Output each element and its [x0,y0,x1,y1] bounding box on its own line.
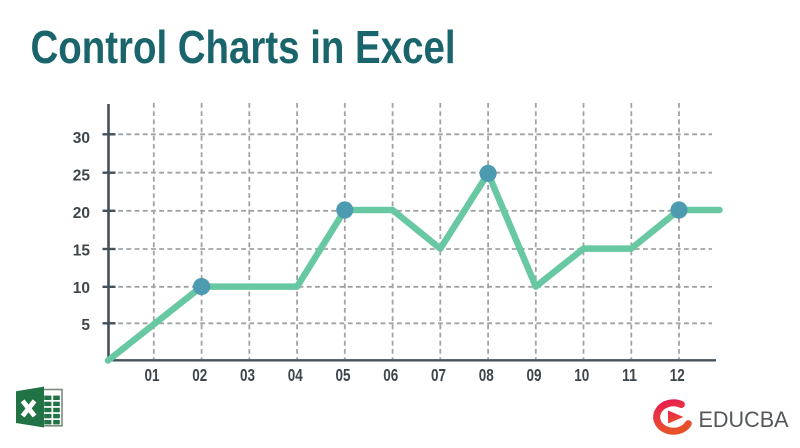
svg-text:Control Charts in Excel: Control Charts in Excel [31,21,456,73]
svg-text:01: 01 [145,365,160,385]
svg-text:09: 09 [527,365,542,385]
svg-text:15: 15 [73,242,91,259]
svg-text:04: 04 [288,365,303,385]
svg-text:25: 25 [73,168,91,185]
svg-text:10: 10 [73,280,90,297]
svg-text:05: 05 [336,365,351,385]
svg-text:02: 02 [192,365,207,385]
svg-text:5: 5 [81,317,90,334]
svg-text:30: 30 [73,130,90,147]
svg-text:03: 03 [240,365,255,385]
svg-text:06: 06 [383,365,398,385]
svg-text:10: 10 [574,365,589,385]
svg-text:08: 08 [479,365,494,385]
svg-text:EDUCBA: EDUCBA [699,407,789,432]
svg-text:11: 11 [622,365,637,385]
svg-text:20: 20 [73,205,90,222]
svg-text:12: 12 [670,365,685,385]
svg-text:07: 07 [431,365,446,385]
